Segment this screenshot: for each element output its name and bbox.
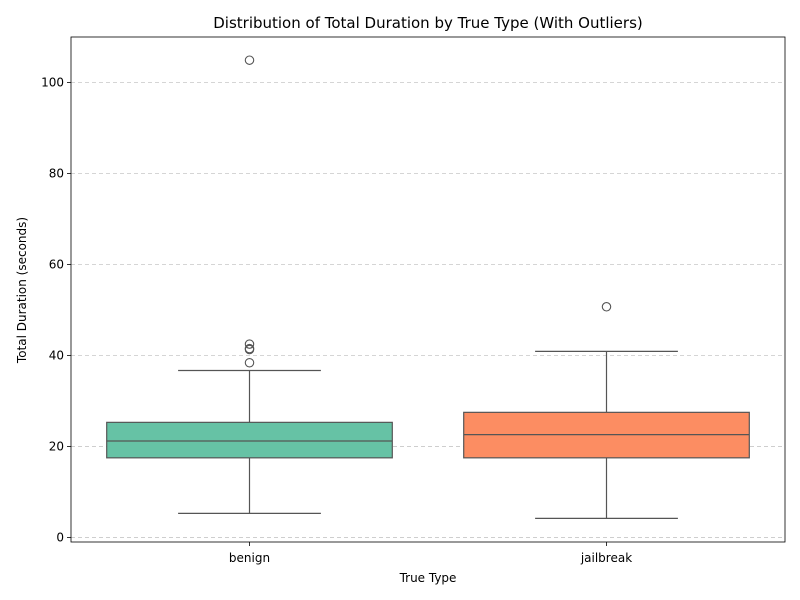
outlier-point-2 — [244, 343, 255, 354]
y-tick-label-60: 60 — [49, 257, 64, 271]
plot-frame — [70, 36, 786, 543]
outlier-point-0 — [244, 357, 255, 368]
boxes — [106, 55, 750, 519]
box-benign — [106, 55, 393, 514]
x-axis-ticks: benign jailbreak — [229, 542, 632, 565]
box-jailbreak — [463, 302, 750, 519]
x-tick-label-benign: benign — [229, 551, 270, 565]
chart-title: Distribution of Total Duration by True T… — [213, 14, 643, 32]
y-tick-label-80: 80 — [49, 166, 64, 180]
y-tick-label-0: 0 — [56, 530, 64, 544]
iqr-box — [106, 421, 393, 459]
y-tick-label-100: 100 — [41, 75, 64, 89]
grid-lines — [71, 82, 785, 538]
y-tick-label-40: 40 — [49, 348, 64, 362]
outlier-point-4 — [244, 55, 255, 65]
outlier-point-0 — [601, 302, 612, 312]
x-tick-label-jailbreak: jailbreak — [580, 551, 632, 565]
x-axis-label: True Type — [399, 571, 457, 585]
outlier-point-3 — [244, 339, 255, 349]
y-tick-label-20: 20 — [49, 439, 64, 453]
y-axis-label: Total Duration (seconds) — [15, 217, 29, 364]
y-axis-ticks: 0 20 40 60 80 100 — [41, 75, 71, 544]
